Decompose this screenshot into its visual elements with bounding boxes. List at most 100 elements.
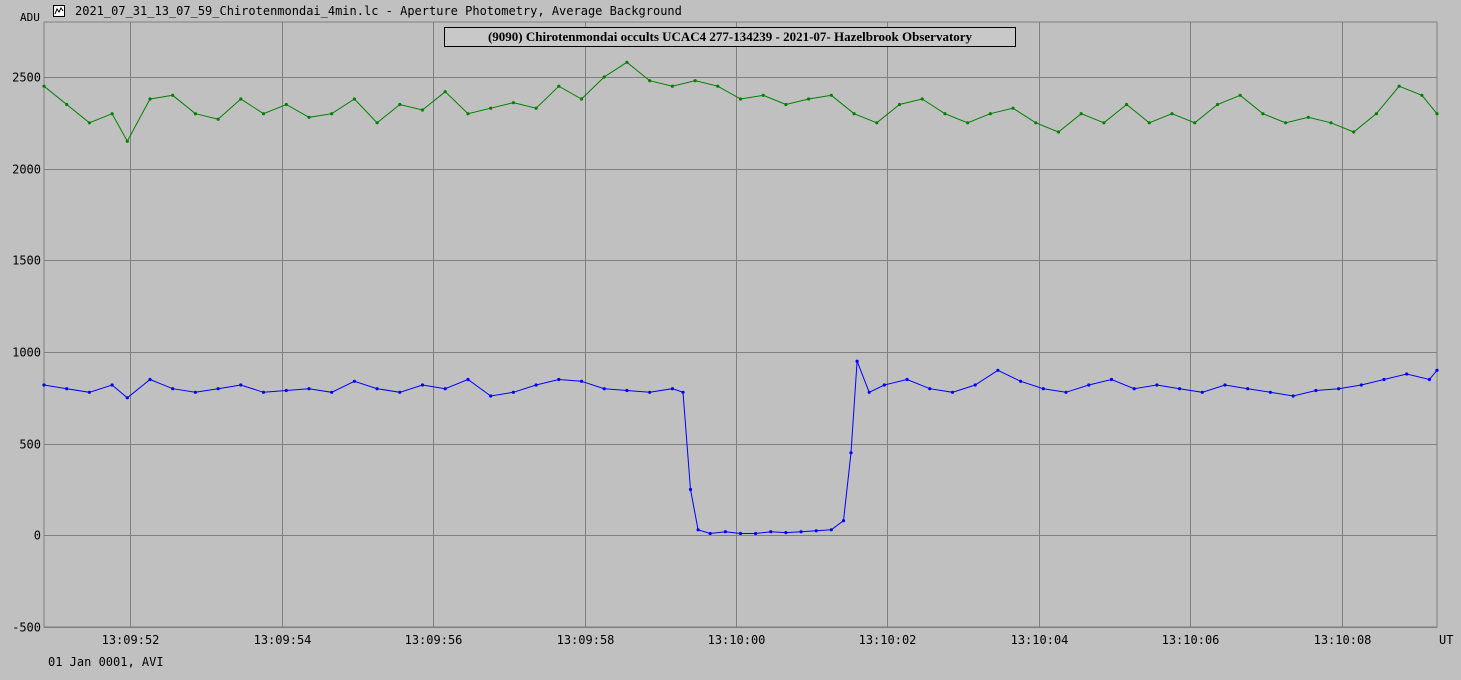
y-tick-label: 2500 bbox=[12, 71, 41, 85]
series-2-point bbox=[1405, 372, 1409, 376]
x-tick-label: 13:10:00 bbox=[708, 633, 766, 647]
series-2-point bbox=[352, 379, 356, 383]
y-tick-label: 0 bbox=[34, 529, 41, 543]
series-2-point bbox=[681, 390, 685, 394]
series-2-point bbox=[996, 368, 1000, 372]
series-2-point bbox=[557, 377, 561, 382]
series-1-point bbox=[171, 93, 175, 97]
series-1-point bbox=[943, 112, 947, 116]
series-1-point bbox=[42, 84, 46, 88]
plot-area-frame bbox=[43, 21, 1438, 628]
series-1-point bbox=[420, 108, 425, 112]
series-2-point bbox=[443, 387, 447, 391]
series-2-point bbox=[1155, 383, 1159, 387]
series-2-point bbox=[688, 487, 693, 492]
series-1-point bbox=[738, 97, 743, 101]
series-2-point bbox=[239, 383, 243, 387]
series-2-point bbox=[1041, 387, 1045, 391]
series-2-point bbox=[829, 528, 833, 532]
x-tick-label: 13:10:06 bbox=[1162, 633, 1220, 647]
series-1-point bbox=[1079, 112, 1083, 116]
series-2-point bbox=[307, 387, 311, 391]
series-2-point bbox=[708, 531, 712, 536]
series-2-point bbox=[905, 377, 909, 382]
series-1-point bbox=[1261, 112, 1265, 116]
series-1-point bbox=[330, 112, 334, 116]
series-1-point bbox=[1329, 121, 1333, 125]
series-2-point bbox=[489, 394, 493, 398]
x-axis-ticks: 13:09:52 13:09:54 13:09:56 13:09:58 13:10:00… bbox=[102, 633, 1372, 647]
series-2-point bbox=[841, 519, 846, 523]
y-axis-ticks: 2500 2000 1500 1000 500 0 -500 bbox=[12, 71, 41, 635]
series-1-point bbox=[579, 97, 584, 101]
series-1-point bbox=[920, 97, 924, 101]
series-1-point bbox=[1170, 112, 1174, 116]
series-layer bbox=[42, 60, 1439, 536]
series-2-point bbox=[928, 387, 932, 391]
title-bar: 2021_07_31_13_07_59_Chirotenmondai_4min.… bbox=[0, 0, 1461, 22]
series-1-point bbox=[1435, 112, 1439, 116]
y-tick-label: -500 bbox=[12, 621, 41, 635]
series-2-point bbox=[602, 387, 606, 391]
series-2-point bbox=[375, 387, 379, 391]
series-2-point bbox=[696, 528, 700, 532]
x-tick-label: 13:10:04 bbox=[1011, 633, 1069, 647]
series-2-point bbox=[148, 377, 152, 382]
series-2-point bbox=[1314, 388, 1318, 393]
x-tick-label: 13:09:54 bbox=[254, 633, 312, 647]
series-2-point bbox=[110, 383, 114, 387]
series-2-point bbox=[1337, 387, 1341, 391]
series-2-point bbox=[625, 388, 629, 393]
series-2-point bbox=[1246, 387, 1250, 391]
series-2-point bbox=[284, 388, 288, 393]
series-2-point bbox=[648, 390, 652, 394]
series-1-point bbox=[65, 102, 69, 107]
series-2-point bbox=[1435, 368, 1439, 372]
series-1-point bbox=[557, 84, 561, 88]
series-2-point bbox=[261, 390, 266, 394]
series-2-point bbox=[1132, 387, 1136, 391]
series-1-point bbox=[648, 79, 652, 83]
series-2-point bbox=[849, 451, 853, 455]
series-1-point bbox=[307, 115, 311, 119]
series-2-point bbox=[814, 529, 818, 533]
series-1-point bbox=[1374, 112, 1378, 116]
series-1-point bbox=[1352, 130, 1356, 134]
series-1-point bbox=[602, 75, 606, 79]
series-2-point bbox=[723, 530, 728, 534]
x-axis-unit-label: UT bbox=[1439, 633, 1453, 647]
series-2-point bbox=[1064, 390, 1068, 394]
series-2-point bbox=[534, 383, 538, 387]
series-1-line bbox=[43, 61, 1438, 143]
chart-title: (9090) Chirotenmondai occults UCAC4 277-… bbox=[444, 27, 1016, 47]
series-2-point bbox=[867, 390, 871, 394]
series-1-point bbox=[534, 106, 538, 110]
series-1-point bbox=[1102, 121, 1106, 125]
series-2-point bbox=[330, 390, 334, 394]
series-1-point bbox=[1306, 115, 1310, 119]
series-2-point bbox=[1291, 394, 1295, 398]
series-1-point bbox=[625, 60, 629, 64]
series-1-point bbox=[988, 112, 992, 116]
footer-date-note: 01 Jan 0001, AVI bbox=[48, 655, 164, 669]
series-2-point bbox=[466, 377, 470, 382]
series-1-point bbox=[443, 90, 447, 94]
series-1-point bbox=[761, 93, 765, 97]
x-tick-label: 13:10:02 bbox=[859, 633, 917, 647]
series-2-point bbox=[579, 379, 584, 383]
series-2-point bbox=[1382, 377, 1386, 382]
series-1-point bbox=[1056, 130, 1061, 134]
series-2-point bbox=[973, 383, 977, 387]
series-2-point bbox=[1087, 383, 1091, 387]
series-1-point bbox=[693, 79, 697, 83]
series-2-point bbox=[1019, 379, 1023, 383]
series-2-point bbox=[855, 359, 859, 363]
series-2-point bbox=[738, 531, 743, 536]
series-1-point bbox=[1125, 102, 1129, 107]
series-1-point bbox=[966, 121, 970, 125]
series-2-point bbox=[87, 390, 91, 394]
series-2-point bbox=[950, 390, 955, 394]
series-1-point bbox=[261, 112, 266, 116]
series-1-point bbox=[807, 97, 811, 101]
